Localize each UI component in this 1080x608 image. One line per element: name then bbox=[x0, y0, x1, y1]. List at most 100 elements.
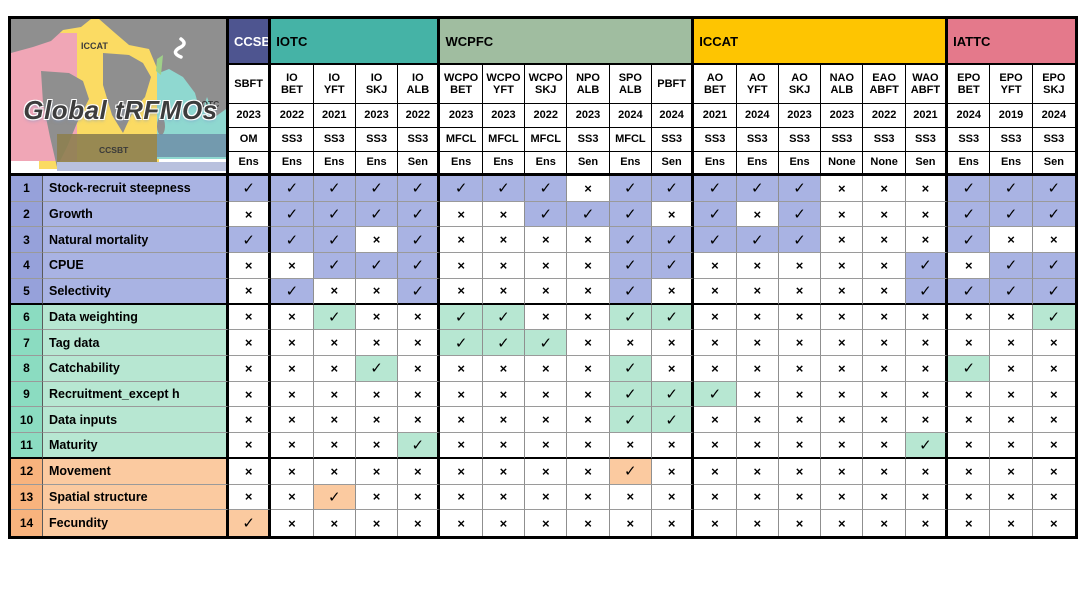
stock-header-wao-abft: WAO ABFT bbox=[905, 65, 949, 104]
model-cell: SS3 bbox=[567, 128, 610, 152]
mark-cell-cross: × bbox=[905, 510, 949, 536]
mark-cell-cross: × bbox=[525, 458, 568, 485]
check-icon: ✓ bbox=[327, 231, 341, 249]
mark-cell-cross: × bbox=[736, 201, 779, 228]
year-cell: 2023 bbox=[778, 104, 822, 128]
cross-icon: × bbox=[584, 360, 592, 376]
mark-cell-check: ✓ bbox=[694, 176, 737, 202]
cross-icon: × bbox=[795, 515, 804, 531]
map-label-iotc: IOTC bbox=[199, 99, 220, 109]
cross-icon: × bbox=[541, 257, 550, 273]
mark-cell-cross: × bbox=[567, 330, 610, 356]
check-icon: ✓ bbox=[708, 386, 722, 404]
lavender-strip bbox=[57, 162, 226, 171]
cross-icon: × bbox=[795, 335, 804, 351]
cross-icon: × bbox=[372, 335, 381, 351]
mark-cell-check: ✓ bbox=[1032, 176, 1075, 202]
check-icon: ✓ bbox=[793, 231, 806, 249]
cross-icon: × bbox=[244, 463, 253, 479]
cross-icon: × bbox=[667, 463, 676, 479]
mark-cell-cross: × bbox=[525, 407, 568, 434]
stock-header-wcpo-skj: WCPO SKJ bbox=[525, 65, 568, 104]
cross-icon: × bbox=[921, 386, 930, 402]
mark-cell-cross: × bbox=[694, 433, 737, 459]
mark-cell-cross: × bbox=[313, 433, 356, 459]
mark-cell-cross: × bbox=[736, 304, 779, 331]
check-icon: ✓ bbox=[327, 488, 341, 506]
mark-cell-cross: × bbox=[736, 381, 779, 408]
row-number: 7 bbox=[11, 330, 43, 356]
mark-cell-cross: × bbox=[482, 278, 526, 305]
mark-cell-check: ✓ bbox=[609, 458, 652, 485]
mark-cell-cross: × bbox=[271, 433, 314, 459]
row-number: 1 bbox=[11, 176, 43, 202]
check-icon: ✓ bbox=[454, 180, 468, 198]
cross-icon: × bbox=[584, 437, 592, 453]
mark-cell-check: ✓ bbox=[905, 433, 949, 459]
check-icon: ✓ bbox=[497, 308, 510, 326]
cross-icon: × bbox=[795, 360, 804, 376]
mark-cell-cross: × bbox=[313, 510, 356, 536]
mark-cell-check: ✓ bbox=[778, 201, 822, 228]
mark-cell-cross: × bbox=[863, 201, 906, 228]
cross-icon: × bbox=[499, 489, 508, 505]
mark-cell-check: ✓ bbox=[355, 253, 399, 279]
cross-icon: × bbox=[880, 206, 888, 222]
cross-icon: × bbox=[838, 360, 846, 376]
cross-icon: × bbox=[838, 463, 846, 479]
check-icon: ✓ bbox=[1047, 282, 1061, 300]
stock-header-spo-alb: SPO ALB bbox=[609, 65, 652, 104]
mark-cell-cross: × bbox=[355, 330, 399, 356]
mark-cell-cross: × bbox=[736, 330, 779, 356]
mark-cell-cross: × bbox=[229, 407, 272, 434]
cross-icon: × bbox=[667, 515, 676, 531]
stock-header-ao-skj: AO SKJ bbox=[778, 65, 822, 104]
cross-icon: × bbox=[1050, 489, 1058, 505]
mark-cell-cross: × bbox=[398, 304, 441, 331]
cross-icon: × bbox=[457, 489, 465, 505]
mark-cell-cross: × bbox=[736, 484, 779, 511]
check-icon: ✓ bbox=[665, 231, 678, 249]
row-label: Movement bbox=[43, 458, 229, 485]
mark-cell-cross: × bbox=[440, 278, 483, 305]
mark-cell-cross: × bbox=[863, 510, 906, 536]
cross-icon: × bbox=[457, 257, 465, 273]
check-icon: ✓ bbox=[411, 180, 425, 198]
year-cell: 2023 bbox=[482, 104, 526, 128]
mark-cell-check: ✓ bbox=[355, 176, 399, 202]
mark-cell-cross: × bbox=[948, 330, 991, 356]
mark-cell-cross: × bbox=[1032, 458, 1075, 485]
cross-icon: × bbox=[541, 412, 550, 428]
cross-icon: × bbox=[964, 489, 973, 505]
mark-cell-cross: × bbox=[567, 253, 610, 279]
check-icon: ✓ bbox=[242, 515, 255, 533]
cross-icon: × bbox=[964, 515, 973, 531]
mark-cell-cross: × bbox=[482, 510, 526, 536]
cross-icon: × bbox=[795, 489, 804, 505]
cross-icon: × bbox=[921, 180, 930, 196]
cross-icon: × bbox=[288, 360, 296, 376]
cross-icon: × bbox=[330, 412, 339, 428]
stock-header-wcpo-bet: WCPO BET bbox=[440, 65, 483, 104]
ens-cell: Sen bbox=[905, 152, 949, 176]
cross-icon: × bbox=[1007, 386, 1015, 402]
ens-cell: None bbox=[863, 152, 906, 176]
check-icon: ✓ bbox=[539, 180, 553, 198]
cross-icon: × bbox=[372, 309, 381, 325]
mark-cell-check: ✓ bbox=[440, 176, 483, 202]
squiggle-icon bbox=[173, 37, 186, 59]
mark-cell-cross: × bbox=[863, 253, 906, 279]
mark-cell-cross: × bbox=[482, 381, 526, 408]
mark-cell-check: ✓ bbox=[313, 253, 356, 279]
cross-icon: × bbox=[288, 463, 296, 479]
mark-cell-check: ✓ bbox=[609, 407, 652, 434]
mark-cell-cross: × bbox=[229, 278, 272, 305]
mark-cell-cross: × bbox=[355, 278, 399, 305]
mark-cell-check: ✓ bbox=[948, 227, 991, 254]
mark-cell-check: ✓ bbox=[651, 381, 695, 408]
model-cell: SS3 bbox=[398, 128, 441, 152]
cross-icon: × bbox=[1007, 489, 1015, 505]
mark-cell-check: ✓ bbox=[398, 253, 441, 279]
mark-cell-cross: × bbox=[778, 381, 822, 408]
mark-cell-cross: × bbox=[905, 355, 949, 382]
